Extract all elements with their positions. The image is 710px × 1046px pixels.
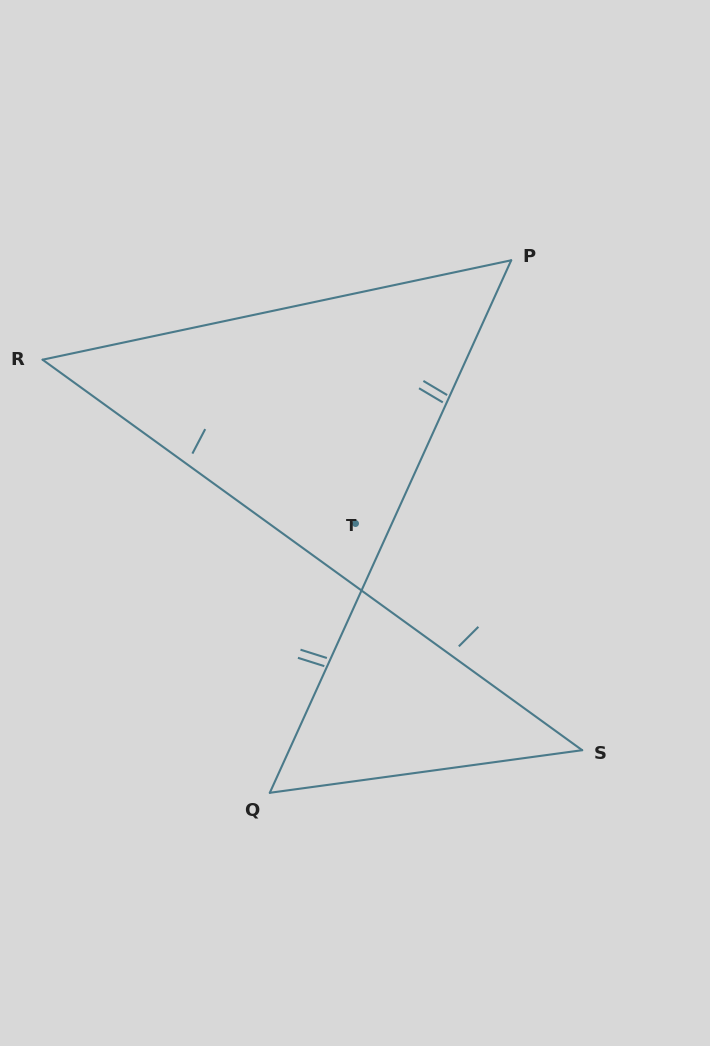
- Text: T: T: [346, 519, 356, 535]
- Text: S: S: [594, 745, 606, 763]
- Text: R: R: [11, 350, 25, 368]
- Text: Q: Q: [244, 801, 260, 820]
- Text: P: P: [523, 248, 535, 266]
